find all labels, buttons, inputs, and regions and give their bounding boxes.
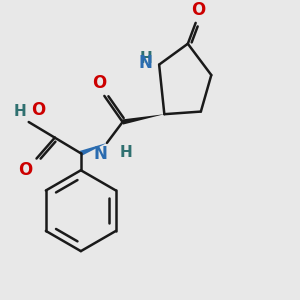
Text: O: O [18,161,33,179]
Polygon shape [122,114,164,124]
Text: O: O [191,1,206,19]
Text: N: N [139,54,153,72]
Text: O: O [31,101,46,119]
Text: N: N [93,146,107,164]
Text: H: H [120,146,133,160]
Text: H: H [13,104,26,119]
Polygon shape [80,143,107,156]
Text: H: H [140,51,153,66]
Text: O: O [92,74,106,92]
